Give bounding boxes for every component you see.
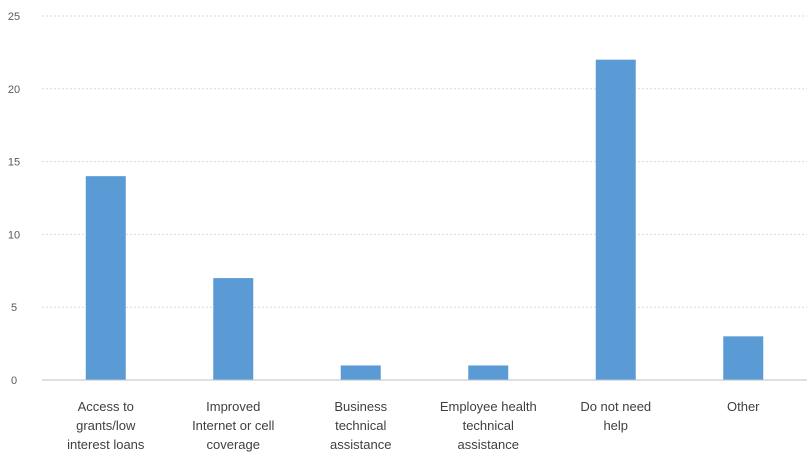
x-category-label: Access to grants/low interest loans xyxy=(67,399,145,452)
x-category-label: Improved Internet or cell coverage xyxy=(192,399,274,452)
y-tick-label: 10 xyxy=(8,229,20,241)
bar xyxy=(85,176,126,380)
y-tick-label: 25 xyxy=(8,11,20,23)
x-category-label: Business technical assistance xyxy=(330,399,391,452)
y-axis-ticks: 0 5 10 15 20 25 xyxy=(8,11,20,387)
bar xyxy=(213,278,254,380)
x-category-label: Do not need help xyxy=(580,399,651,433)
bar xyxy=(595,59,636,381)
x-category-label: Employee health technical assistance xyxy=(440,399,537,452)
y-tick-label: 5 xyxy=(11,302,17,314)
bar xyxy=(340,365,381,380)
bar xyxy=(723,336,764,380)
bar xyxy=(468,365,509,380)
y-tick-label: 20 xyxy=(8,84,20,96)
y-tick-label: 15 xyxy=(8,157,20,169)
bars xyxy=(85,59,764,381)
gridlines xyxy=(42,15,807,308)
x-category-label: Other xyxy=(727,399,760,414)
x-axis-labels: Access to grants/low interest loans Improve… xyxy=(67,399,760,452)
y-tick-label: 0 xyxy=(11,375,17,387)
